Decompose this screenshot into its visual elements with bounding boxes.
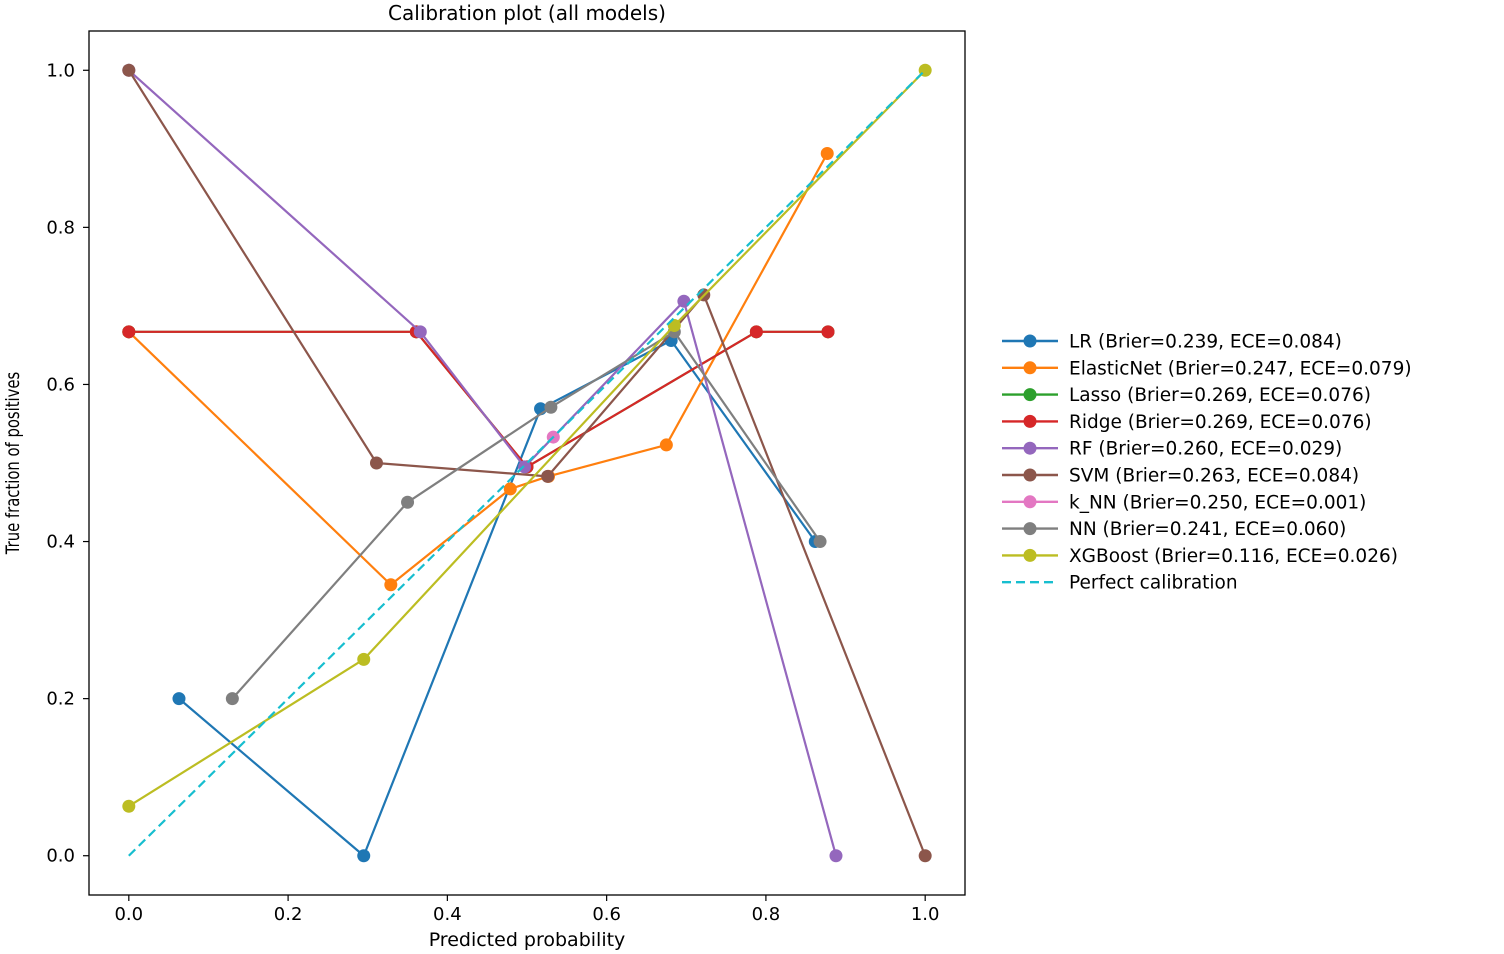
data-point-nn — [544, 400, 558, 414]
data-point-ridge — [749, 325, 763, 339]
legend-label: NN (Brier=0.241, ECE=0.060) — [1069, 519, 1346, 540]
legend-label: ElasticNet (Brier=0.247, ECE=0.079) — [1069, 358, 1412, 379]
legend-item-lr: LR (Brier=0.239, ECE=0.084) — [1002, 332, 1342, 353]
data-point-xgboost — [357, 652, 371, 666]
legend-label: LR (Brier=0.239, ECE=0.084) — [1069, 332, 1342, 353]
legend-item-lasso: Lasso (Brier=0.269, ECE=0.076) — [1002, 385, 1371, 406]
legend-marker — [1023, 334, 1037, 348]
x-axis: 0.0 0.2 0.4 0.6 0.8 1.0 — [114, 895, 940, 925]
data-point-rf — [518, 460, 532, 474]
series-line-nn — [231, 330, 821, 700]
axes-frame — [88, 30, 966, 896]
x-tick-label: 0.2 — [274, 904, 303, 925]
data-point-lr — [357, 849, 371, 863]
legend-label: XGBoost (Brier=0.116, ECE=0.026) — [1069, 546, 1398, 567]
legend-marker — [1023, 441, 1037, 455]
legend-marker — [1023, 522, 1037, 536]
data-point-elasticnet — [659, 438, 673, 452]
x-tick-label: 0.6 — [592, 904, 621, 925]
data-point-elasticnet — [820, 147, 834, 161]
y-tick-label: 0.2 — [46, 689, 75, 710]
data-point-nn — [813, 535, 827, 549]
data-point-svm — [541, 469, 555, 483]
legend-label: Lasso (Brier=0.269, ECE=0.076) — [1069, 385, 1371, 406]
series-elasticnet — [122, 147, 834, 592]
data-point-rf — [413, 325, 427, 339]
legend-item-ridge: Ridge (Brier=0.269, ECE=0.076) — [1002, 412, 1372, 433]
data-point-xgboost — [122, 799, 136, 813]
series-line-lr — [178, 339, 817, 857]
y-tick-label: 0.4 — [46, 532, 75, 553]
y-tick-label: 1.0 — [46, 60, 75, 81]
data-point-ridge — [122, 325, 136, 339]
legend-item-rf: RF (Brier=0.260, ECE=0.029) — [1002, 439, 1342, 460]
legend-label: SVM (Brier=0.263, ECE=0.084) — [1069, 466, 1359, 487]
legend-item-nn: NN (Brier=0.241, ECE=0.060) — [1002, 519, 1346, 540]
series-nn — [225, 325, 827, 706]
y-tick-label: 0.6 — [46, 374, 75, 395]
x-axis-label: Predicted probability — [429, 929, 626, 951]
legend-marker — [1023, 548, 1037, 562]
x-tick-label: 1.0 — [911, 904, 940, 925]
series-line-rf — [128, 69, 838, 857]
data-point-lr — [172, 692, 186, 706]
x-tick-label: 0.8 — [752, 904, 781, 925]
data-point-elasticnet — [384, 578, 398, 592]
data-point-elasticnet — [503, 482, 517, 496]
series-line-elasticnet — [128, 152, 829, 586]
legend: LR (Brier=0.239, ECE=0.084) ElasticNet (B… — [1002, 332, 1412, 594]
data-point-svm — [918, 849, 932, 863]
data-point-ridge — [821, 325, 835, 339]
legend-label: k_NN (Brier=0.250, ECE=0.001) — [1069, 492, 1366, 513]
legend-marker — [1023, 361, 1037, 375]
chart-title: Calibration plot (all models) — [388, 1, 666, 25]
y-tick-label: 0.0 — [46, 846, 75, 867]
legend-item-perfect-calibration: Perfect calibration — [1002, 573, 1238, 594]
x-tick-label: 0.0 — [114, 904, 143, 925]
series-line-xgboost — [128, 69, 926, 808]
legend-label: RF (Brier=0.260, ECE=0.029) — [1069, 439, 1342, 460]
y-axis: 0.0 0.2 0.4 0.6 0.8 1.0 — [46, 60, 89, 867]
legend-marker — [1023, 495, 1037, 509]
data-point-nn — [225, 692, 239, 706]
series-xgboost — [122, 63, 932, 813]
series-line-perfect-calibration — [128, 69, 926, 857]
legend-marker — [1023, 388, 1037, 402]
y-tick-label: 0.8 — [46, 217, 75, 238]
legend-item-k-nn: k_NN (Brier=0.250, ECE=0.001) — [1002, 492, 1366, 513]
legend-item-xgboost: XGBoost (Brier=0.116, ECE=0.026) — [1002, 546, 1398, 567]
series-ridge — [122, 325, 835, 474]
x-tick-label: 0.4 — [433, 904, 462, 925]
legend-label: Perfect calibration — [1069, 573, 1238, 594]
data-point-svm — [369, 456, 383, 470]
data-point-svm — [122, 63, 136, 77]
series-lr — [172, 333, 822, 863]
data-point-rf — [677, 294, 691, 308]
plot-area — [122, 63, 932, 863]
y-axis-label: True fraction of positives — [2, 372, 24, 555]
legend-item-elasticnet: ElasticNet (Brier=0.247, ECE=0.079) — [1002, 358, 1412, 379]
data-point-rf — [829, 849, 843, 863]
legend-item-svm: SVM (Brier=0.263, ECE=0.084) — [1002, 466, 1359, 487]
legend-label: Ridge (Brier=0.269, ECE=0.076) — [1069, 412, 1372, 433]
legend-marker — [1023, 414, 1037, 428]
data-point-nn — [401, 495, 415, 509]
legend-marker — [1023, 468, 1037, 482]
series-perfect-calibration — [128, 69, 926, 857]
